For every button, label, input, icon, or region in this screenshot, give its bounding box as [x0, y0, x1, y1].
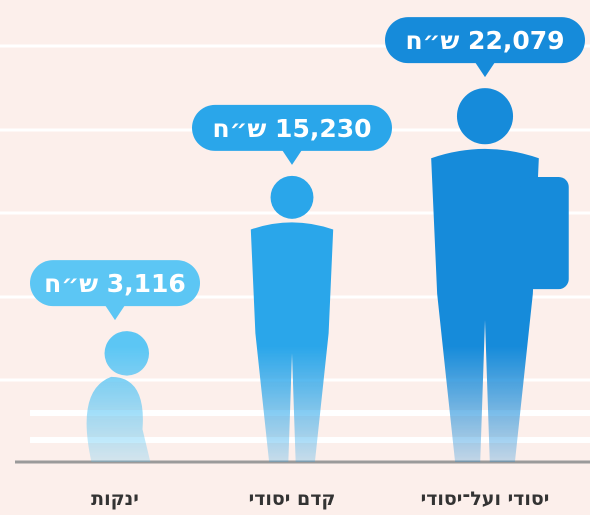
figure-body	[250, 222, 334, 462]
category-label: יסודי ועל־יסודי	[421, 488, 550, 510]
figure-body	[86, 376, 151, 462]
bubble-pointer	[475, 62, 495, 78]
figure	[431, 88, 569, 462]
value-label: 22,079 ש״ח	[405, 26, 564, 55]
figures	[86, 88, 569, 462]
value-bubble	[192, 104, 392, 151]
figure-head	[456, 88, 514, 145]
value-bubble	[30, 260, 200, 307]
value-label: 3,116 ש״ח	[44, 269, 186, 298]
figure	[250, 175, 334, 462]
figure-body	[431, 148, 539, 462]
category-label: קדם יסודי	[249, 488, 336, 510]
figure-head	[104, 331, 150, 376]
figure-backpack	[520, 176, 569, 290]
figure-head	[270, 175, 314, 219]
value-label: 15,230 ש״ח	[212, 114, 371, 143]
bubble-pointer	[282, 149, 302, 165]
figure	[86, 331, 151, 462]
category-label: ינקות	[91, 488, 139, 510]
value-bubble	[385, 17, 585, 64]
bubble-pointer	[105, 305, 125, 321]
